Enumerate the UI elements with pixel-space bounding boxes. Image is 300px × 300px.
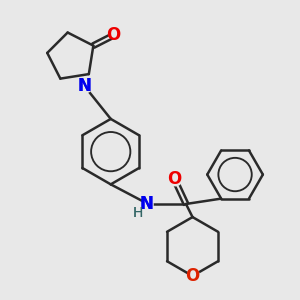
Text: O: O: [106, 26, 121, 44]
Text: N: N: [140, 195, 154, 213]
Text: N: N: [78, 77, 92, 95]
Text: N: N: [140, 195, 154, 213]
Text: O: O: [185, 267, 200, 285]
Text: H: H: [132, 206, 143, 220]
Text: N: N: [78, 77, 92, 95]
Text: H: H: [132, 206, 143, 220]
Text: O: O: [167, 170, 182, 188]
